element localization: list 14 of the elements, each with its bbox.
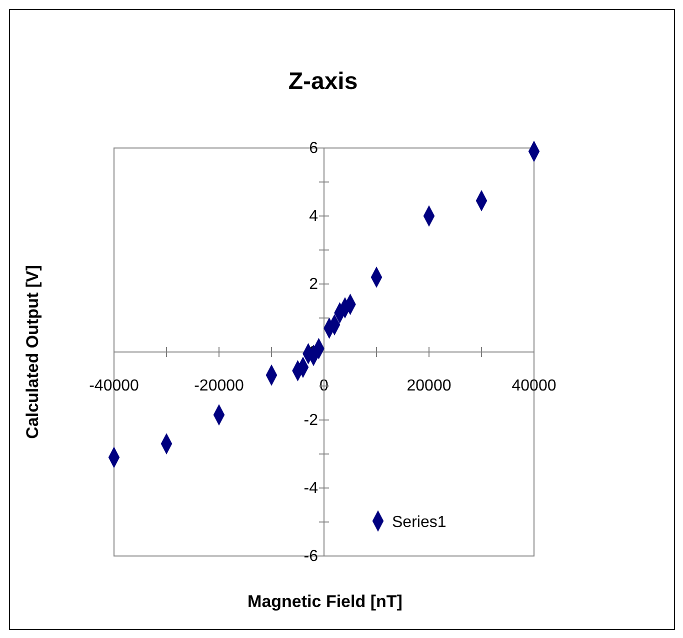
y-tick-label: -2 (304, 412, 318, 430)
y-tick-label: 6 (309, 140, 318, 158)
legend-label: Series1 (392, 514, 446, 531)
x-tick-label: 20000 (406, 377, 452, 394)
x-tick-label: -40000 (89, 377, 140, 394)
x-tick-label: 40000 (512, 377, 556, 394)
y-tick-label: 4 (309, 208, 318, 226)
y-tick-label: -4 (304, 480, 318, 498)
y-tick-label: -6 (304, 548, 318, 566)
y-tick-label: 2 (309, 276, 318, 294)
chart-title: Z-axis (288, 68, 358, 95)
x-axis-title: Magnetic Field [nT] (248, 592, 402, 611)
y-axis-title: Calculated Output [V] (23, 265, 42, 439)
x-tick-label: -20000 (194, 377, 244, 394)
